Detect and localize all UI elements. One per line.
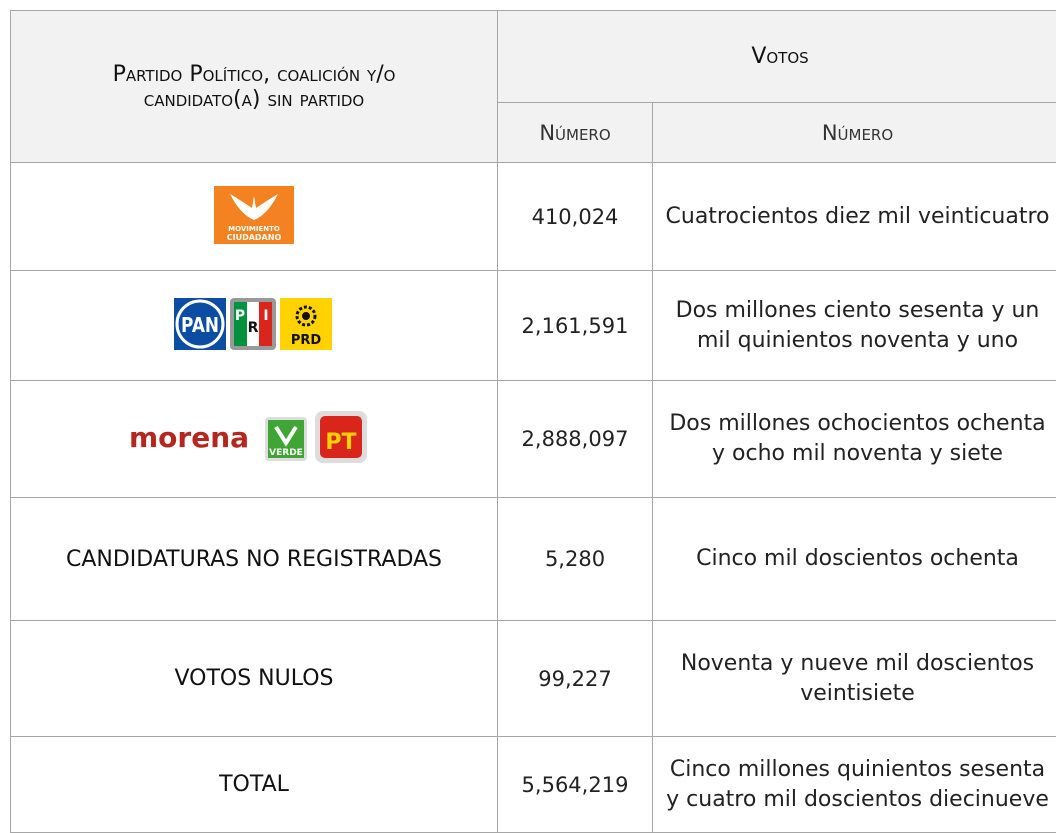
logo-text: morena	[129, 421, 249, 454]
party-cell: MOVIMIENTO CIUDADANO	[11, 163, 498, 271]
logo-text: R	[248, 320, 259, 336]
header-words: Número	[653, 103, 1056, 163]
header-votes: Votos	[498, 11, 1056, 103]
logo-text: I	[263, 308, 268, 324]
number-cell: 5,280	[498, 498, 653, 621]
words-cell: Dos millones ochocientos ochenta y ocho …	[653, 381, 1056, 498]
logo-text: CIUDADANO	[227, 233, 282, 242]
number-cell: 410,024	[498, 163, 653, 271]
logo-text: MOVIMIENTO	[228, 225, 280, 233]
logo-morena-pvem-pt: morena VERDE PT	[129, 409, 379, 465]
party-cell: TOTAL	[11, 737, 498, 833]
words-cell: Cinco millones quinientos sesenta y cuat…	[653, 737, 1056, 833]
header-party: Partido Político, coalición y/o candidat…	[11, 11, 498, 163]
party-cell: morena VERDE PT	[11, 381, 498, 498]
number-cell: 2,161,591	[498, 271, 653, 381]
number-cell: 99,227	[498, 621, 653, 737]
words-cell: Cuatrocientos diez mil veinticuatro	[653, 163, 1056, 271]
party-cell: VOTOS NULOS	[11, 621, 498, 737]
results-table: Partido Político, coalición y/o candidat…	[10, 10, 1056, 833]
logo-text: PRD	[291, 333, 322, 348]
logo-text: PT	[325, 430, 356, 455]
number-cell: 2,888,097	[498, 381, 653, 498]
words-cell: Dos millones ciento sesenta y un mil qui…	[653, 271, 1056, 381]
header-number: Número	[498, 103, 653, 163]
logo-pan-pri-prd: PAN P R I PRD	[174, 296, 334, 352]
words-cell: Cinco mil doscientos ochenta	[653, 498, 1056, 621]
logo-text: P	[235, 308, 245, 324]
party-cell: PAN P R I PRD	[11, 271, 498, 381]
logo-mc: MOVIMIENTO CIUDADANO	[214, 186, 294, 244]
logo-text: VERDE	[269, 448, 303, 458]
party-cell: CANDIDATURAS NO REGISTRADAS	[11, 498, 498, 621]
number-cell: 5,564,219	[498, 737, 653, 833]
logo-text: PAN	[181, 313, 219, 337]
words-cell: Noventa y nueve mil doscientos veintisie…	[653, 621, 1056, 737]
